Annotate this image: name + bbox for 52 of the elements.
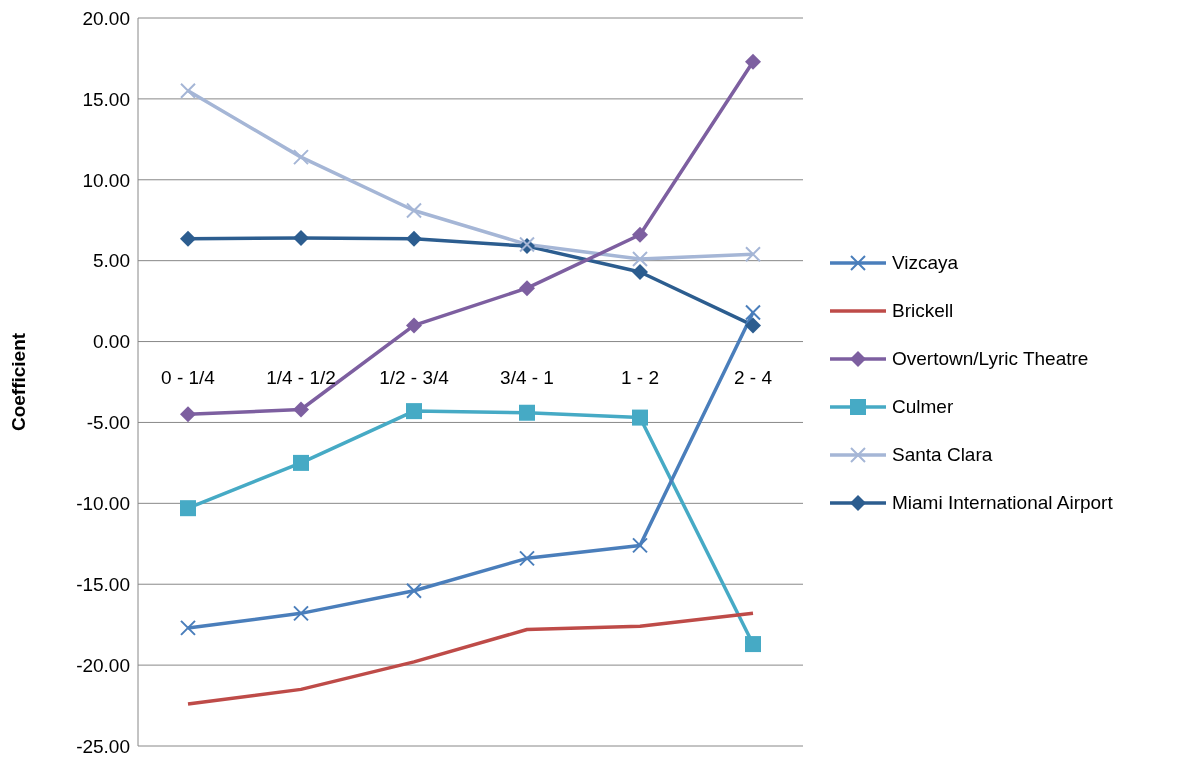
- x-tick-label: 2 - 4: [733, 366, 773, 388]
- y-tick-label: 5.00: [93, 250, 130, 272]
- y-tick-label: -20.00: [76, 654, 130, 676]
- y-tick-label: -25.00: [76, 735, 130, 757]
- point: [180, 619, 196, 636]
- x-tick-label: 1/2 - 3/4: [379, 366, 450, 388]
- y-tick-label: 0.00: [93, 331, 130, 353]
- line-series: [186, 611, 755, 706]
- y-axis-title: Coefficient: [7, 332, 29, 432]
- point: [180, 406, 196, 423]
- legend-label: Brickell: [892, 300, 954, 322]
- y-tick-label: -15.00: [76, 573, 130, 595]
- y-tick-label: 10.00: [82, 169, 130, 191]
- x-tick-label: 0 - 1/4: [161, 366, 216, 388]
- point: [745, 53, 761, 70]
- point: [745, 636, 761, 653]
- point: [519, 550, 535, 567]
- point: [293, 605, 309, 622]
- point: [180, 500, 196, 517]
- point: [519, 280, 535, 297]
- point: [293, 454, 309, 471]
- point: [406, 403, 422, 420]
- point: [293, 149, 309, 166]
- point: [180, 82, 196, 99]
- point: [180, 230, 196, 247]
- legend-label: Santa Clara: [892, 444, 993, 466]
- point: [406, 317, 422, 334]
- point: [745, 304, 761, 321]
- point: [293, 230, 309, 247]
- y-tick-label: -10.00: [76, 493, 130, 515]
- point: [406, 582, 422, 599]
- point: [632, 251, 648, 268]
- point: [745, 317, 761, 334]
- legend-label: Vizcaya: [892, 252, 959, 274]
- point: [519, 404, 535, 421]
- legend-label: Overtown/Lyric Theatre: [892, 348, 1089, 370]
- y-tick-label: 20.00: [82, 7, 130, 29]
- legend-label: Culmer: [892, 396, 954, 418]
- x-tick-label: 3/4 - 1: [500, 366, 554, 388]
- x-tick-label: 1 - 2: [620, 366, 660, 388]
- point: [632, 263, 648, 280]
- point: [632, 537, 648, 554]
- point: [745, 246, 761, 263]
- point: [632, 226, 648, 243]
- y-tick-label: 15.00: [82, 88, 130, 110]
- point: [406, 230, 422, 247]
- legend-label: Miami International Airport: [892, 492, 1113, 514]
- point: [293, 401, 309, 418]
- point: [632, 409, 648, 426]
- x-tick-label: 1/4 - 1/2: [266, 366, 336, 388]
- y-tick-label: -5.00: [86, 412, 130, 434]
- point: [406, 202, 422, 219]
